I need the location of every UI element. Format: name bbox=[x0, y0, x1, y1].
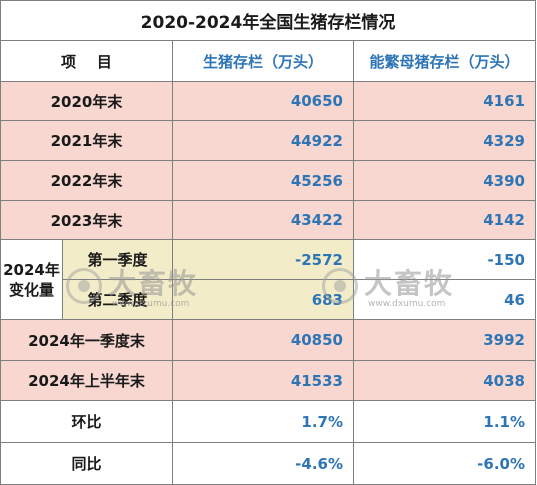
ratio-row: 环比 1.7% 1.1% bbox=[0, 400, 536, 443]
sow-value: 3992 bbox=[353, 319, 536, 361]
sow-value: 4142 bbox=[353, 200, 536, 240]
table-title: 2020-2024年全国生猪存栏情况 bbox=[0, 0, 536, 41]
hog-value: 44922 bbox=[172, 120, 354, 161]
header-hog-inventory: 生猪存栏（万头） bbox=[172, 40, 354, 82]
change-row-q1: 2024年 变化量 第一季度 -2572 -150 bbox=[0, 239, 536, 320]
row-label: 2024年一季度末 bbox=[0, 319, 173, 361]
hog-value: 43422 bbox=[172, 200, 354, 240]
title-row: 2020-2024年全国生猪存栏情况 bbox=[0, 0, 536, 41]
sow-ratio: -6.0% bbox=[353, 442, 536, 485]
header-sow-inventory: 能繁母猪存栏（万头） bbox=[353, 40, 536, 82]
hog-ratio: -4.6% bbox=[172, 442, 354, 485]
change-label: 2024年 变化量 bbox=[0, 239, 63, 320]
row-label: 2023年末 bbox=[0, 200, 173, 240]
table-row: 2022年末 45256 4390 bbox=[0, 160, 536, 201]
sow-ratio: 1.1% bbox=[353, 400, 536, 443]
row-label: 2021年末 bbox=[0, 120, 173, 161]
table-row: 2023年末 43422 4142 bbox=[0, 200, 536, 240]
sow-change-value: -150 bbox=[353, 239, 536, 280]
sow-value: 4038 bbox=[353, 360, 536, 401]
table-row: 2024年上半年末 41533 4038 bbox=[0, 360, 536, 401]
row-label: 2024年上半年末 bbox=[0, 360, 173, 401]
sow-value: 4161 bbox=[353, 81, 536, 121]
hog-change-value: -2572 bbox=[172, 239, 354, 280]
sow-value: 4329 bbox=[353, 120, 536, 161]
table-row: 2024年一季度末 40850 3992 bbox=[0, 319, 536, 361]
quarter-label: 第二季度 bbox=[62, 279, 173, 320]
hog-value: 41533 bbox=[172, 360, 354, 401]
row-label: 2020年末 bbox=[0, 81, 173, 121]
hog-change-value: 683 bbox=[172, 279, 354, 320]
header-row: 项 目 生猪存栏（万头） 能繁母猪存栏（万头） bbox=[0, 40, 536, 82]
sow-change-value: 46 bbox=[353, 279, 536, 320]
table-row: 2021年末 44922 4329 bbox=[0, 120, 536, 161]
hog-value: 40850 bbox=[172, 319, 354, 361]
ratio-label: 环比 bbox=[0, 400, 173, 443]
table-row: 2020年末 40650 4161 bbox=[0, 81, 536, 121]
header-item: 项 目 bbox=[0, 40, 173, 82]
hog-value: 45256 bbox=[172, 160, 354, 201]
hog-ratio: 1.7% bbox=[172, 400, 354, 443]
quarter-label: 第一季度 bbox=[62, 239, 173, 280]
change-label-year: 2024年 bbox=[3, 260, 60, 279]
row-label: 2022年末 bbox=[0, 160, 173, 201]
change-row-q2: 第二季度 683 46 bbox=[1, 279, 536, 320]
hog-value: 40650 bbox=[172, 81, 354, 121]
ratio-label: 同比 bbox=[0, 442, 173, 485]
ratio-row: 同比 -4.6% -6.0% bbox=[0, 442, 536, 485]
sow-value: 4390 bbox=[353, 160, 536, 201]
change-label-text: 变化量 bbox=[8, 280, 54, 299]
